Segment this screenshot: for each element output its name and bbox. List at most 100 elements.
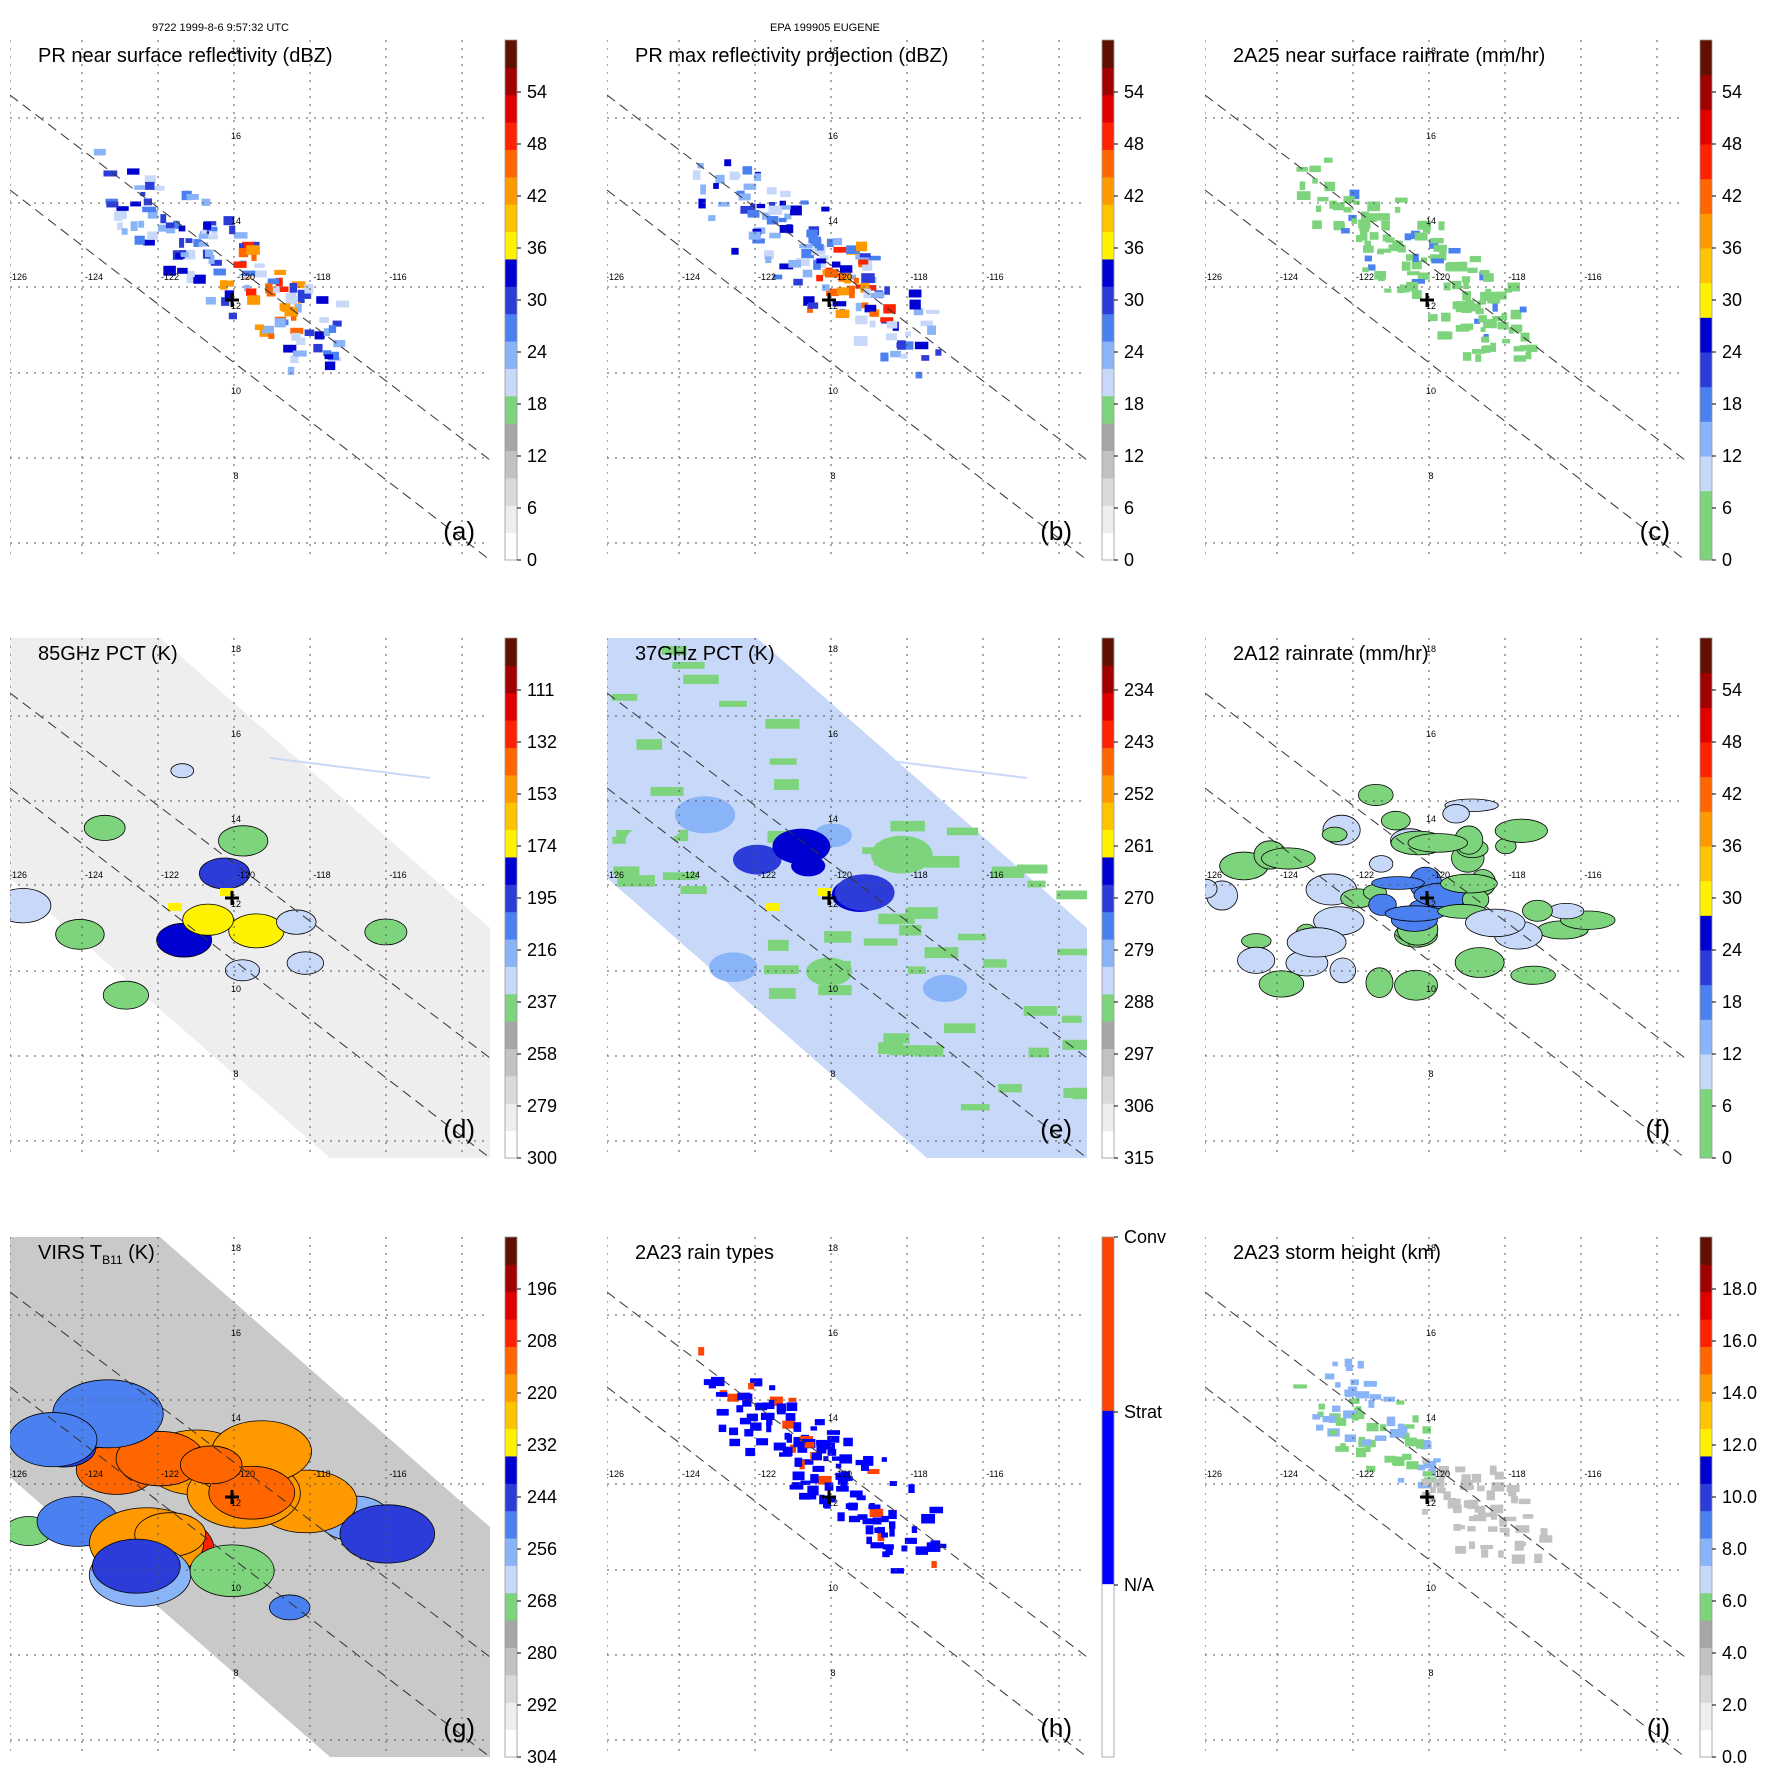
colorbar-segment [1700, 950, 1712, 986]
radar-pixel [1404, 233, 1412, 241]
colorbar: 300 279 258 237 216 195 174 153 132 111 [504, 637, 557, 1168]
radar-pixel [808, 302, 819, 309]
radar-pixel [103, 170, 118, 177]
radar-pixel [1461, 1474, 1471, 1484]
rain-cell [1329, 957, 1357, 984]
radar-pixel [869, 320, 876, 328]
rain-cell [1321, 826, 1348, 843]
colorbar-tick-label: 315 [1124, 1148, 1154, 1168]
colorbar-segment [1102, 67, 1114, 96]
radar-pixel [1365, 1446, 1371, 1453]
sea-cell [774, 779, 799, 790]
radar-pixel [186, 193, 199, 200]
radar-pixel [275, 277, 283, 287]
colorbar-segment [505, 505, 517, 534]
lat-tick-label: 18 [828, 644, 838, 654]
colorbar-segment [505, 1103, 517, 1132]
radar-pixel [157, 224, 167, 232]
radar-pixel [1539, 1535, 1553, 1543]
colorbar-tick-label: 12 [527, 446, 547, 466]
radar-pixel [1483, 273, 1494, 282]
radar-pixel [700, 184, 706, 195]
radar-pixel [1364, 240, 1371, 250]
colorbar-tick-label: 30 [1722, 290, 1742, 310]
radar-pixel [1417, 272, 1430, 280]
storm-cell [170, 763, 195, 779]
sea-cell [983, 959, 1007, 968]
radar-pixel [279, 286, 289, 292]
panel-title: 2A25 near surface rainrate (mm/hr) [1233, 45, 1545, 67]
radar-pixel [1344, 1434, 1357, 1443]
lat-tick-label: 18 [1426, 644, 1436, 654]
storm-center-marker [1420, 293, 1434, 307]
colorbar-segment [505, 774, 517, 803]
radar-pixel [1361, 1439, 1372, 1446]
sea-cell [768, 988, 796, 999]
radar-pixel [198, 233, 210, 239]
rain-cell [1205, 878, 1218, 899]
colorbar-segment [1102, 1237, 1114, 1411]
colorbar-tick-label: 36 [1722, 836, 1742, 856]
colorbar-segment [1700, 421, 1712, 457]
rain-cell [1522, 899, 1553, 922]
colorbar-tick-label: 4.0 [1722, 1643, 1747, 1663]
sea-cell [1062, 1039, 1087, 1050]
sea-cell [672, 661, 705, 669]
radar-pixel [130, 221, 138, 231]
colorbar-segment [1700, 1291, 1712, 1320]
radar-pixel [319, 317, 329, 323]
panel-letter: (b) [1040, 516, 1072, 546]
radar-pixel [1414, 232, 1428, 241]
rain-cell [1465, 908, 1526, 938]
rain-cell [1494, 818, 1548, 843]
radar-pixel [825, 1495, 836, 1503]
radar-pixel [241, 270, 256, 277]
sea-cell [769, 758, 797, 765]
lon-tick-label: -118 [1508, 1469, 1525, 1479]
lon-tick-label: -116 [1584, 1469, 1601, 1479]
plot-area: 18 16 14 12 10 8 -126 -124 -122 -120 -118 -116 [607, 638, 1087, 1158]
colorbar-frame [1101, 1236, 1115, 1758]
radar-pixel [867, 1469, 880, 1475]
core-cell [220, 888, 234, 896]
colorbar-segment [1700, 74, 1712, 110]
radar-pixel [1477, 1511, 1486, 1517]
panel-letter: (a) [443, 516, 475, 546]
radar-pixel [210, 259, 222, 266]
radar-pixel [1392, 1459, 1401, 1466]
storm-cell [10, 1412, 98, 1468]
rain-cell [1261, 847, 1316, 870]
radar-pixel [1415, 1439, 1425, 1449]
colorbar-segment [505, 1264, 517, 1293]
colorbar-segment [505, 802, 517, 831]
colorbar-segment [505, 939, 517, 967]
swath-edge-line [607, 189, 1087, 560]
radar-pixel [238, 247, 249, 258]
colorbar-segment [1700, 811, 1712, 847]
swath-edge-line [607, 692, 1087, 1059]
lat-tick-label: 12 [231, 301, 241, 311]
colorbar-segment [1700, 456, 1712, 492]
radar-pixel [1480, 269, 1490, 275]
lat-tick-label: 16 [828, 1328, 838, 1338]
radar-pixel [859, 253, 871, 258]
radar-pixel [813, 260, 821, 270]
radar-pixel [145, 181, 155, 190]
colorbar-segment [1700, 248, 1712, 284]
radar-pixel [1420, 257, 1428, 263]
colorbar-segment [505, 67, 517, 96]
radar-pixel [134, 185, 149, 190]
radar-pixel [316, 296, 329, 304]
storm-cell [180, 1445, 243, 1485]
radar-pixel [724, 159, 732, 167]
panel-title: PR max reflectivity projection (dBZ) [635, 45, 948, 67]
lat-tick-label: 8 [233, 471, 238, 481]
colorbar-tick-label: 288 [1124, 992, 1154, 1012]
sea-cell [957, 933, 986, 941]
radar-pixel [750, 1422, 762, 1431]
sea-cell [924, 855, 960, 868]
radar-pixel [1364, 213, 1377, 223]
radar-pixel [769, 1396, 783, 1406]
radar-pixel [274, 318, 286, 328]
